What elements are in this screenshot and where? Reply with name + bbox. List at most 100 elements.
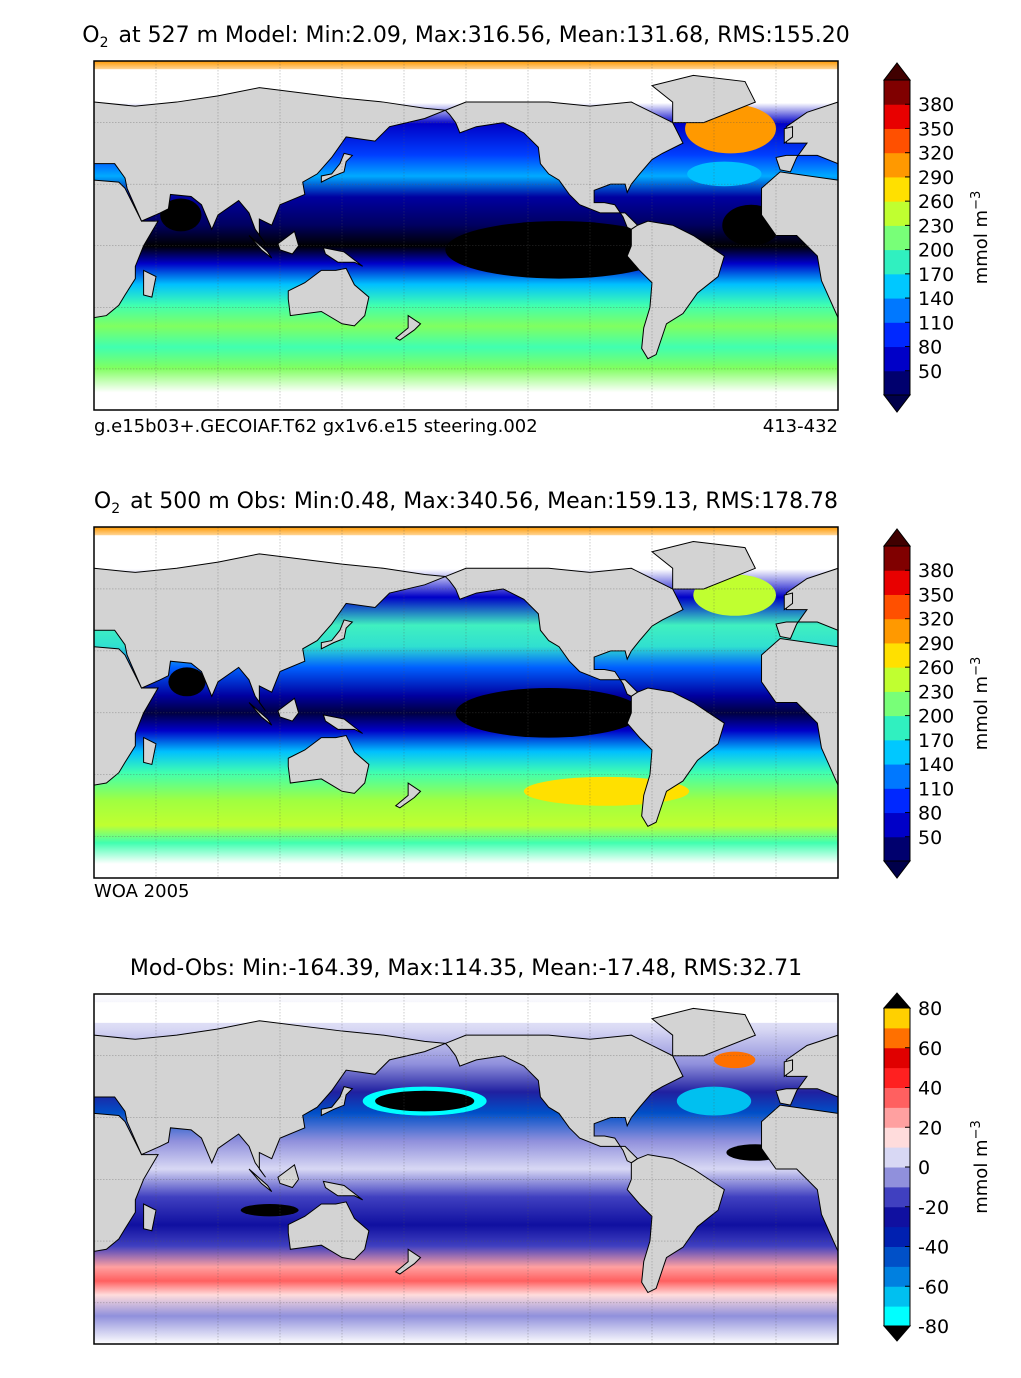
- colorbar-tick-label: 290: [918, 633, 954, 655]
- field-patch: [375, 1090, 475, 1112]
- colorbar-band: [884, 298, 910, 323]
- colorbar-frame: [883, 545, 911, 862]
- colorbar-band: [884, 1206, 910, 1228]
- colorbar-tick-label: 50: [918, 827, 942, 849]
- colorbar-label-superscript: −3: [969, 657, 984, 676]
- colorbar-tick-label: 290: [918, 167, 954, 189]
- colorbar-tick-label: 230: [918, 681, 954, 703]
- colorbar-band: [884, 1266, 910, 1287]
- colorbar-tick-label: -60: [918, 1276, 949, 1298]
- field-patch: [687, 161, 762, 187]
- colorbar-band: [884, 1167, 910, 1188]
- colorbar-tick-label: 200: [918, 706, 954, 728]
- title-symbol: O: [82, 23, 99, 48]
- colorbar-band: [884, 1226, 910, 1247]
- colorbar-tick-label: 320: [918, 609, 954, 631]
- title-subscript: 2: [111, 501, 120, 517]
- colorbar-band: [884, 788, 910, 814]
- colorbar-extend: [882, 992, 912, 1009]
- colorbar-band: [884, 1286, 910, 1307]
- colorbar-tick-label: 50: [918, 361, 942, 383]
- colorbar-band: [884, 273, 910, 299]
- field-patch: [455, 688, 642, 738]
- colorbar-label-superscript: −3: [969, 1120, 984, 1139]
- colorbar-tick-label: 350: [918, 584, 954, 606]
- colorbar-tick-label: 260: [918, 191, 954, 213]
- colorbar-band: [884, 370, 910, 396]
- colorbar-label: mmol m−3: [969, 191, 992, 285]
- colorbar-tick-label: 380: [918, 94, 954, 116]
- field-patch: [168, 667, 206, 697]
- panel-title: Mod-Obs: Min:-164.39, Max:114.35, Mean:-…: [130, 956, 802, 981]
- colorbar-extend: [882, 528, 912, 547]
- colorbar-tick-label: 80: [918, 803, 942, 825]
- colorbar-band: [884, 1087, 910, 1108]
- colorbar-band: [884, 642, 910, 668]
- colorbar-band: [884, 1127, 910, 1148]
- colorbar-band: [884, 667, 910, 692]
- map-frame: [93, 60, 839, 411]
- title-subscript: 2: [100, 35, 109, 51]
- colorbar-tick-label: 110: [918, 312, 954, 334]
- colorbar-extend: [882, 394, 912, 413]
- colorbar-band: [884, 764, 910, 789]
- colorbar-band: [884, 176, 910, 202]
- colorbar-tick-label: 0: [918, 1157, 930, 1179]
- colorbar-extend: [882, 860, 912, 879]
- colorbar-tick-label: 320: [918, 143, 954, 165]
- colorbar-band: [884, 594, 910, 620]
- colorbar-tick-label: -40: [918, 1237, 949, 1259]
- panel-title: O2 at 527 m Model: Min:2.09, Max:316.56, …: [82, 23, 849, 51]
- map-frame: [93, 993, 839, 1345]
- colorbar-label-text: mmol m: [971, 210, 992, 284]
- colorbar-tick-label: 380: [918, 560, 954, 582]
- colorbar-band: [884, 322, 910, 348]
- colorbar-tick-label: 350: [918, 118, 954, 140]
- colorbar-tick-label: 230: [918, 215, 954, 237]
- map-note: WOA 2005: [94, 881, 190, 902]
- colorbar-label: mmol m−3: [969, 1120, 992, 1214]
- colorbar-tick-label: 110: [918, 778, 954, 800]
- field-patch: [676, 1086, 752, 1116]
- colorbar-band: [884, 570, 910, 595]
- colorbar-band: [884, 715, 910, 741]
- colorbar-frame: [883, 79, 911, 396]
- colorbar-tick-label: 80: [918, 998, 942, 1020]
- colorbar-band: [884, 1186, 910, 1208]
- map: [94, 994, 838, 1344]
- colorbar-tick-label: 170: [918, 730, 954, 752]
- colorbar-extend: [882, 1325, 912, 1342]
- colorbar-tick-label: 200: [918, 240, 954, 262]
- title-text: at 500 m Obs: Min:0.48, Max:340.56, Mean…: [130, 489, 838, 514]
- panel-title: O2 at 500 m Obs: Min:0.48, Max:340.56, Me…: [94, 489, 838, 517]
- colorbar-band: [884, 80, 910, 105]
- colorbar-band: [884, 618, 910, 644]
- field-patch: [240, 1204, 299, 1217]
- colorbar-tick-label: 60: [918, 1038, 942, 1060]
- field-patch: [445, 221, 673, 279]
- colorbar-band: [884, 739, 910, 765]
- map-frame: [93, 526, 839, 879]
- map-note: 413-432: [763, 416, 838, 437]
- colorbar-band: [884, 1047, 910, 1069]
- colorbar-band: [884, 691, 910, 717]
- colorbar-band: [884, 249, 910, 275]
- colorbar-label-text: mmol m: [971, 676, 992, 750]
- colorbar-band: [884, 836, 910, 862]
- colorbar-tick-label: -20: [918, 1197, 949, 1219]
- colorbar-band: [884, 104, 910, 129]
- colorbar-tick-label: 170: [918, 264, 954, 286]
- title-text: at 527 m Model: Min:2.09, Max:316.56, Me…: [119, 23, 850, 48]
- colorbar-band: [884, 225, 910, 251]
- colorbar-band: [884, 1306, 910, 1327]
- title-text: Mod-Obs: Min:-164.39, Max:114.35, Mean:-…: [130, 956, 802, 981]
- colorbar-tick-label: -80: [918, 1316, 949, 1338]
- colorbar-band: [884, 546, 910, 571]
- colorbar-band: [884, 812, 910, 838]
- colorbar-band: [884, 346, 910, 372]
- colorbar-band: [884, 128, 910, 154]
- colorbar-band: [884, 1246, 910, 1267]
- colorbar-band: [884, 152, 910, 178]
